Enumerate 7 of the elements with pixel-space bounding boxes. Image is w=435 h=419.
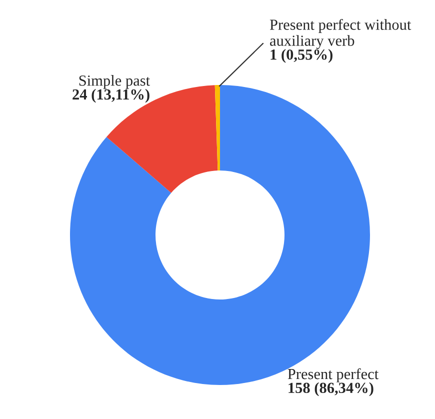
data-label: 1 (0,55%) [270,49,332,63]
data-label: 158 (86,34%) [288,382,374,396]
slice-label: Present perfect [288,368,379,382]
donut-slice [214,85,220,171]
slice-label: Present perfect without auxiliary verb [270,18,412,49]
data-label: 24 (13,11%) [72,88,150,103]
slice-label: Simple past [79,75,150,89]
